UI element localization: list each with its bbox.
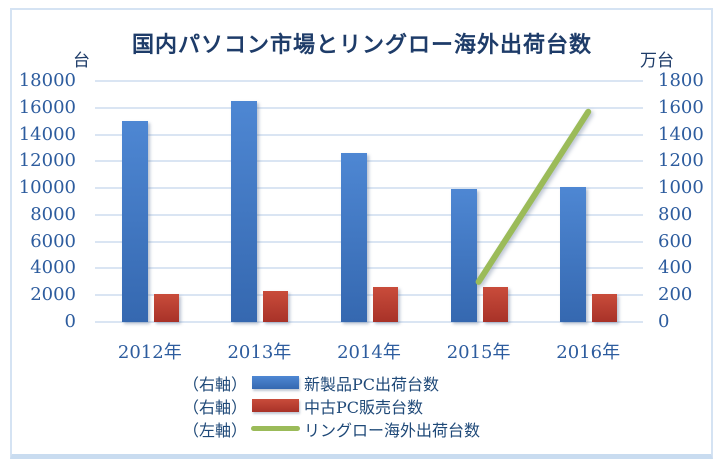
left-axis-tick-label: 6000 — [30, 230, 76, 252]
legend-swatch-used-pc-sales — [252, 399, 300, 412]
used-pc-sales-bar-2016年 — [592, 293, 618, 322]
used-pc-sales-bar-2012年 — [153, 293, 179, 322]
left-axis-tick-label: 14000 — [18, 123, 76, 145]
used-pc-sales-bar-2014年 — [373, 287, 398, 322]
left-axis-tick-label: 4000 — [30, 257, 76, 279]
left-axis-tick-label: 16000 — [18, 96, 76, 118]
ringrow-overseas-shipments-line-path — [475, 108, 592, 285]
right-axis-tick-label: 800 — [658, 203, 693, 225]
left-axis-tick-label: 2000 — [30, 284, 76, 306]
legend-item-used-pc-sales: （右軸） 中古PC販売台数 — [183, 394, 480, 417]
x-axis-category-label: 2015年 — [446, 342, 511, 363]
right-axis-tick-label: 1600 — [658, 96, 704, 118]
new-pc-shipments-bar-2014年 — [341, 153, 367, 322]
left-axis-tick-label: 8000 — [30, 203, 76, 225]
new-pc-shipments-bar-2013年 — [231, 101, 258, 322]
legend-label-ringrow-overseas-shipments: リングロー海外出荷台数 — [304, 420, 481, 440]
legend-axis-prefix-left: （左軸） — [183, 420, 248, 440]
new-pc-shipments-bar-2012年 — [121, 121, 148, 322]
right-axis-tick-label: 1800 — [658, 70, 704, 91]
legend-item-new-pc-shipments: （右軸） 新製品PC出荷台数 — [183, 371, 480, 394]
gridline — [95, 267, 643, 270]
x-axis-category-label: 2014年 — [337, 342, 401, 363]
gridline — [95, 187, 643, 190]
legend: （右軸） 新製品PC出荷台数 （右軸） 中古PC販売台数 （左軸） リングロー海… — [183, 371, 480, 440]
gridline — [95, 160, 643, 163]
gridline — [95, 133, 643, 136]
legend-axis-prefix-right-1: （右軸） — [183, 374, 248, 394]
plot-area — [95, 80, 643, 323]
gridline — [95, 213, 643, 216]
ringrow-overseas-shipments-line — [475, 108, 592, 285]
new-pc-shipments-bar-2016年 — [560, 186, 587, 322]
right-axis-tick-label: 1400 — [658, 123, 704, 145]
left-axis-tick-label: 0 — [64, 311, 76, 332]
legend-swatch-ringrow-overseas-shipments — [251, 426, 301, 431]
gridline — [95, 106, 643, 109]
right-axis-tick-label: 0 — [658, 311, 670, 332]
x-axis-category-label: 2013年 — [227, 342, 292, 363]
legend-axis-prefix-right-2: （右軸） — [183, 397, 248, 417]
right-axis-unit-label: 万台 — [640, 51, 674, 71]
left-axis-tick-label: 18000 — [18, 70, 76, 91]
new-pc-shipments-bar-2015年 — [450, 189, 477, 322]
legend-label-new-pc-shipments: 新製品PC出荷台数 — [304, 374, 440, 394]
x-axis-category-label: 2012年 — [117, 342, 182, 363]
right-axis-tick-label: 600 — [658, 230, 693, 252]
x-axis-category-label: 2016年 — [556, 342, 621, 363]
left-axis-unit-label: 台 — [73, 51, 90, 71]
right-axis-tick-label: 200 — [658, 284, 693, 306]
gridline — [95, 80, 643, 82]
legend-label-used-pc-sales: 中古PC販売台数 — [304, 397, 424, 417]
right-axis-tick-label: 1200 — [658, 150, 704, 172]
gridline — [95, 294, 643, 297]
gridline — [95, 321, 643, 323]
left-axis-tick-label: 12000 — [18, 150, 76, 172]
legend-item-ringrow-overseas-shipments: （左軸） リングロー海外出荷台数 — [183, 417, 480, 440]
chart-title: 国内パソコン市場とリングロー海外出荷台数 — [131, 32, 592, 58]
legend-swatch-new-pc-shipments — [252, 376, 300, 389]
right-axis-tick-label: 1000 — [658, 177, 704, 199]
gridline — [95, 240, 643, 243]
used-pc-sales-bar-2013年 — [263, 291, 289, 322]
right-axis-tick-label: 400 — [658, 257, 693, 279]
left-axis-tick-label: 10000 — [18, 177, 76, 199]
used-pc-sales-bar-2015年 — [482, 287, 508, 322]
